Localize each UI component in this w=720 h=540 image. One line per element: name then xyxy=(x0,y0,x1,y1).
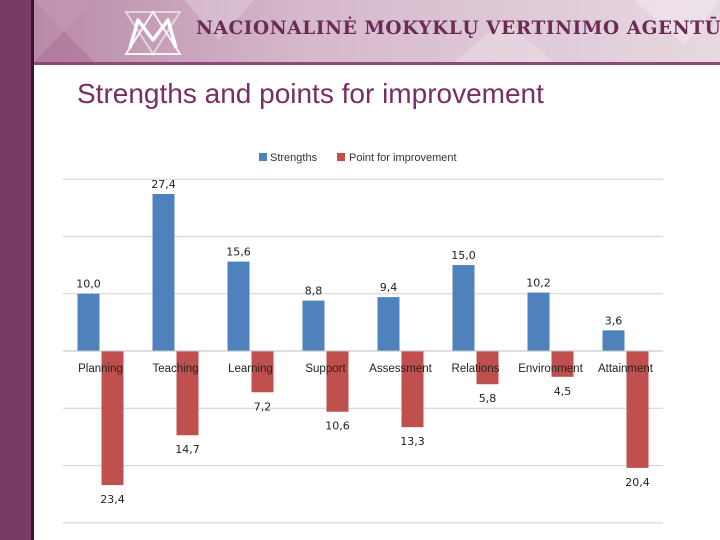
data-label-improvement: 10,6 xyxy=(325,420,350,433)
data-label-strengths: 15,0 xyxy=(451,249,476,262)
data-label-improvement: 13,3 xyxy=(400,435,425,448)
category-label: Support xyxy=(305,363,346,375)
category-label: Planning xyxy=(78,363,123,375)
bar-improvement xyxy=(176,351,199,436)
data-label-improvement: 5,8 xyxy=(479,392,497,405)
bar-strengths xyxy=(77,293,100,351)
bar-improvement xyxy=(326,351,349,412)
data-label-strengths: 10,0 xyxy=(76,278,101,291)
category-label: Relations xyxy=(452,363,500,375)
bar-improvement xyxy=(251,351,274,393)
bar-strengths xyxy=(602,330,625,351)
data-label-strengths: 8,8 xyxy=(305,285,323,298)
legend-label: Strengths xyxy=(270,152,318,164)
bar-improvement xyxy=(476,351,499,385)
agency-name: NACIONALINĖ MOKYKLŲ VERTINIMO AGENTŪRA xyxy=(196,18,720,39)
bar-improvement xyxy=(401,351,424,428)
category-label: Assessment xyxy=(369,363,432,375)
data-label-improvement: 7,2 xyxy=(254,400,272,413)
category-label: Environment xyxy=(518,363,583,375)
data-label-improvement: 23,4 xyxy=(100,493,125,506)
left-accent-bar xyxy=(0,0,31,540)
bar-improvement xyxy=(551,351,574,377)
header-divider xyxy=(34,62,720,65)
data-label-strengths: 9,4 xyxy=(380,281,398,294)
bar-strengths xyxy=(452,265,475,351)
category-label: Learning xyxy=(228,363,273,375)
data-label-improvement: 20,4 xyxy=(625,476,650,489)
data-label-strengths: 10,2 xyxy=(526,277,551,290)
legend-swatch xyxy=(337,153,345,161)
data-label-strengths: 27,4 xyxy=(151,178,176,191)
legend-label: Point for improvement xyxy=(349,152,457,164)
bar-improvement xyxy=(101,351,124,486)
header-pattern xyxy=(34,0,720,62)
bar-strengths xyxy=(527,292,550,351)
bar-strengths xyxy=(152,193,175,351)
data-label-strengths: 15,6 xyxy=(226,246,251,259)
data-label-strengths: 3,6 xyxy=(605,314,623,327)
legend-swatch xyxy=(259,153,267,161)
data-label-improvement: 14,7 xyxy=(175,443,200,456)
category-label: Attainment xyxy=(598,363,654,375)
nmva-logo-icon xyxy=(124,10,182,56)
bar-strengths xyxy=(302,300,325,351)
bar-strengths xyxy=(227,261,250,351)
bar-strengths xyxy=(377,297,400,351)
slide-title: Strengths and points for improvement xyxy=(77,78,544,109)
data-label-improvement: 4,5 xyxy=(554,385,572,398)
header-banner: NACIONALINĖ MOKYKLŲ VERTINIMO AGENTŪRA xyxy=(34,0,720,62)
category-label: Teaching xyxy=(152,363,198,375)
left-accent-bar-edge xyxy=(31,0,34,540)
bar-improvement xyxy=(626,351,649,468)
